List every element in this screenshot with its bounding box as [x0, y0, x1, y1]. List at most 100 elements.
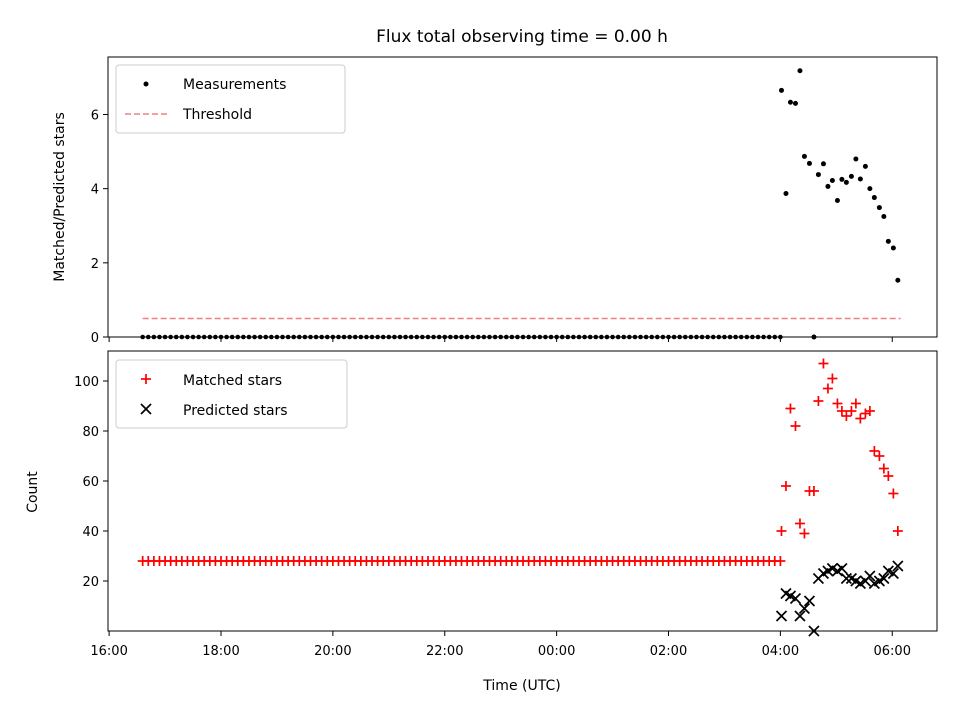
chart-title: Flux total observing time = 0.00 h: [376, 27, 668, 47]
measurement-point: [481, 334, 487, 340]
predicted-star-point: [864, 570, 876, 582]
measurement-point: [766, 334, 772, 340]
measurement-point: [453, 334, 459, 340]
measurement-point: [727, 334, 733, 340]
predicted-star-point: [789, 592, 802, 605]
matched-star-point: [799, 528, 810, 539]
bottom-plot-area: [107, 350, 938, 632]
measurement-point: [252, 334, 257, 340]
measurement-point: [386, 334, 392, 340]
measurement-point: [492, 334, 498, 340]
x-tick-label: 20:00: [314, 644, 351, 659]
measurement-point: [257, 334, 263, 340]
measurement-point: [848, 173, 854, 179]
matched-star-point: [850, 398, 861, 409]
measurement-point: [755, 334, 761, 340]
measurement-point: [694, 334, 699, 340]
measurement-point: [246, 334, 252, 340]
measurement-point: [168, 334, 173, 340]
measurement-point: [627, 334, 632, 340]
measurement-point: [576, 334, 582, 340]
measurement-point: [229, 334, 235, 340]
measurement-point: [677, 334, 682, 340]
measurement-point: [806, 160, 812, 166]
measurement-point: [358, 334, 364, 340]
measurement-point: [352, 334, 358, 340]
measurement-point: [285, 334, 291, 340]
measurement-point: [705, 334, 710, 340]
measurement-point: [515, 334, 520, 340]
measurement-point: [885, 238, 891, 244]
measurement-point: [829, 177, 835, 183]
measurement-point: [140, 334, 145, 340]
measurement-point: [274, 334, 280, 340]
measurement-point: [815, 172, 821, 178]
measurement-point: [403, 334, 408, 340]
predicted-star-point: [836, 562, 848, 575]
measurement-point: [157, 334, 162, 340]
x-tick-label: 06:00: [874, 644, 911, 659]
predicted-star-point: [840, 572, 852, 585]
measurement-point: [772, 334, 778, 340]
measurement-point: [162, 334, 168, 340]
bottom-axis-ticks: 20 40 60 80 100 16:00 18:00 20:00 22:00 00:00 02:0…: [74, 375, 911, 659]
measurement-point: [408, 334, 414, 340]
measurement-point: [470, 334, 476, 340]
measurement-point: [459, 334, 464, 340]
measurement-point: [420, 334, 425, 340]
measurement-point: [308, 334, 313, 340]
measurement-point: [615, 334, 621, 340]
measurement-point: [638, 334, 643, 340]
measurement-point: [537, 334, 543, 340]
measurement-point: [834, 198, 840, 204]
measurement-point: [599, 334, 604, 340]
measurement-point: [710, 334, 716, 340]
measurement-point: [587, 334, 593, 340]
measurement-point: [554, 334, 559, 340]
measurement-point: [871, 195, 877, 201]
measurement-point: [364, 334, 369, 340]
measurement-point: [559, 334, 565, 340]
measurement-point: [269, 334, 274, 340]
matched-star-point: [790, 421, 801, 431]
measurement-point: [341, 334, 347, 340]
measurement-point: [302, 334, 308, 340]
measurement-point: [392, 334, 397, 340]
measurement-point: [825, 183, 831, 189]
matched-star-point: [869, 446, 880, 456]
predicted-star-point: [775, 610, 788, 622]
top-y-tick-label: 4: [91, 183, 99, 198]
matched-star-point: [808, 486, 819, 496]
matched-star-point: [888, 488, 899, 499]
measurement-point: [895, 277, 901, 283]
predicted-star-point: [794, 610, 806, 622]
measurement-point: [503, 334, 509, 340]
x-tick-label: 16:00: [90, 644, 127, 659]
measurement-point: [319, 334, 324, 340]
predicted-star-point: [878, 572, 890, 585]
measurement-point: [397, 334, 403, 340]
matched-star-point: [785, 403, 796, 414]
measurement-point: [414, 334, 420, 340]
measurement-point: [241, 334, 246, 340]
measurement-point: [347, 334, 352, 340]
measurement-point: [476, 334, 481, 340]
matched-star-point: [832, 398, 843, 409]
measurement-point: [235, 334, 241, 340]
matched-star-point: [780, 481, 791, 491]
measurement-point: [783, 190, 789, 196]
matched-star-point: [794, 518, 805, 529]
matched-star-point: [776, 526, 787, 536]
measurement-point: [190, 334, 196, 340]
measurement-point: [738, 334, 744, 340]
x-tick-label: 00:00: [538, 644, 575, 659]
predicted-star-point: [808, 625, 820, 637]
top-y-tick-label: 0: [91, 331, 99, 346]
measurement-point: [722, 334, 727, 340]
measurement-point: [207, 334, 213, 340]
measurement-point: [297, 334, 302, 340]
legend-predicted-label: Predicted stars: [183, 403, 288, 419]
predicted-star-point: [887, 567, 899, 580]
measurement-point: [313, 334, 319, 340]
measurement-point: [436, 334, 442, 340]
